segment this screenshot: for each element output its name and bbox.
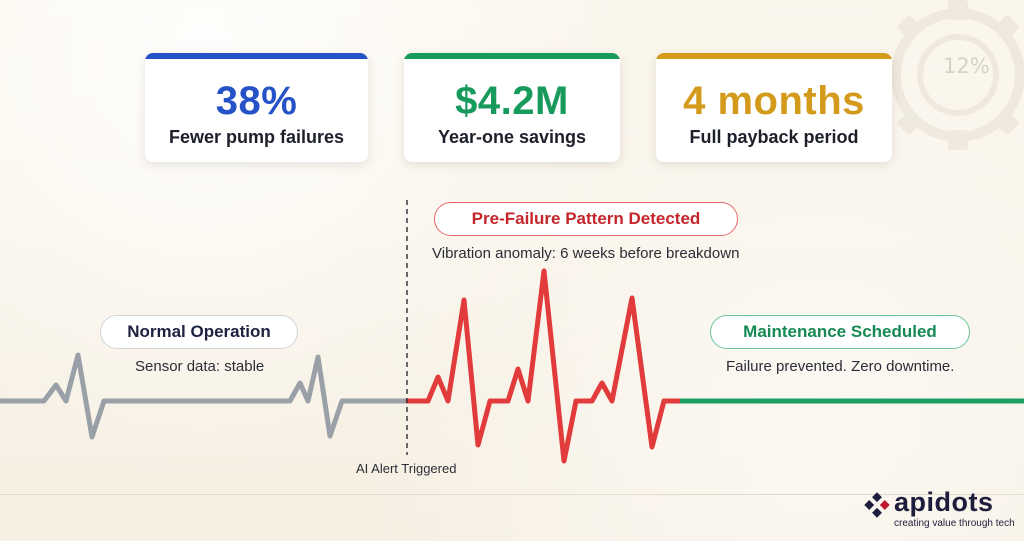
stat-label: Year-one savings bbox=[437, 127, 587, 147]
stat-card-accent-bar bbox=[656, 53, 892, 59]
normal-operation-pill: Normal Operation bbox=[100, 315, 298, 349]
brand-name: apidots bbox=[894, 487, 994, 517]
stat-card-accent-bar bbox=[404, 53, 620, 59]
ai-alert-label: AI Alert Triggered bbox=[356, 461, 457, 476]
stat-value: 38% bbox=[215, 79, 298, 123]
normal-signal-line bbox=[0, 352, 411, 440]
stat-label: Fewer pump failures bbox=[168, 127, 345, 147]
brand-tagline: creating value through tech bbox=[894, 518, 1015, 529]
apidots-logo-icon bbox=[864, 492, 890, 518]
stat-card-payback: 4 months Full payback period bbox=[656, 53, 892, 162]
alert-signal-line bbox=[405, 268, 683, 464]
maintenance-scheduled-pill: Maintenance Scheduled bbox=[710, 315, 970, 349]
stat-card-accent-bar bbox=[145, 53, 368, 59]
maintenance-scheduled-caption: Failure prevented. Zero downtime. bbox=[726, 358, 955, 375]
gear-icon bbox=[880, 0, 1024, 150]
gear-percent-text: 12% bbox=[943, 54, 990, 78]
stat-value: 4 months bbox=[683, 79, 865, 123]
stat-card-failures: 38% Fewer pump failures bbox=[145, 53, 368, 162]
stat-value: $4.2M bbox=[455, 79, 569, 123]
stat-card-savings: $4.2M Year-one savings bbox=[404, 53, 620, 162]
normal-operation-caption: Sensor data: stable bbox=[135, 358, 265, 375]
stat-label: Full payback period bbox=[689, 127, 859, 147]
pre-failure-pill: Pre-Failure Pattern Detected bbox=[434, 202, 738, 236]
footer-divider bbox=[0, 494, 1024, 495]
brand-logo: apidots creating value through tech bbox=[860, 487, 1020, 537]
pre-failure-caption: Vibration anomaly: 6 weeks before breakd… bbox=[432, 245, 740, 262]
